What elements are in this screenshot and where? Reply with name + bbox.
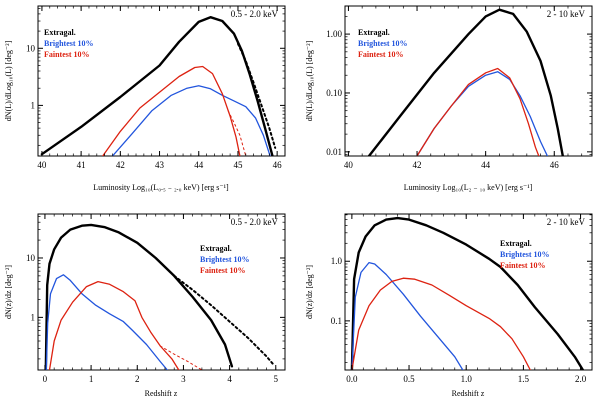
series-extragal-extrapolation: [237, 42, 277, 149]
energy-band-label: 0.5 - 2.0 keV: [231, 217, 279, 227]
legend-extragal: Extragal.: [358, 28, 390, 37]
legend-extragal: Extragal.: [500, 239, 532, 248]
curves: [40, 16, 277, 156]
x-tick-label: 42: [116, 160, 125, 170]
y-tick-label: 0.01: [326, 147, 342, 157]
y-tick-label: 1: [31, 312, 36, 322]
plot-frame: [344, 5, 593, 157]
legend-extragal: Extragal.: [44, 28, 76, 37]
x-tick-label: 40: [37, 160, 47, 170]
series-faintest-10: [351, 277, 531, 370]
y-tick-label: 0.10: [326, 88, 342, 98]
y-axis-label: dN(L)/dLog₁₀(L) [deg⁻²]: [305, 40, 314, 121]
x-tick-label: 0: [43, 374, 48, 384]
curves: [44, 223, 275, 370]
y-axis-label: dN(L)/dLog₁₀(L) [deg⁻²]: [4, 40, 13, 121]
series-extragal: [367, 8, 564, 156]
axis-ticks: 0 1 2 3 4 5 1 10: [26, 214, 286, 384]
x-tick-label: 2: [135, 374, 140, 384]
y-tick-label: 10: [26, 253, 36, 263]
x-tick-label: 46: [273, 160, 283, 170]
legend-brightest: Brightest 10%: [44, 39, 94, 48]
x-tick-label: 42: [413, 160, 422, 170]
legend-faintest: Faintest 10%: [358, 50, 404, 59]
energy-band-label: 2 - 10 keV: [547, 9, 586, 19]
legend-faintest: Faintest 10%: [500, 261, 546, 270]
axis-ticks: 40 42 44 46 0.01 0.10 1.00: [326, 5, 592, 170]
x-tick-label: 1.0: [461, 374, 473, 384]
x-axis-label: Luminosity Log₁₀(L₂ ₋ ₁₀ keV) [erg s⁻¹]: [404, 183, 533, 192]
legend-brightest: Brightest 10%: [200, 255, 250, 264]
y-axis-label: dN(z)/dz [deg⁻²]: [4, 265, 13, 319]
series-faintest-extrapolation: [227, 110, 247, 156]
series-faintest-10: [48, 280, 180, 370]
panel-redshift-hard: 0.0 0.5 1.0 1.5 2.0 0.1 1.0 2 - 10 keV Extraga…: [305, 213, 593, 398]
x-tick-label: 0.0: [346, 374, 358, 384]
legend-brightest: Brightest 10%: [358, 39, 408, 48]
curves: [350, 216, 585, 370]
energy-band-label: 0.5 - 2.0 keV: [231, 9, 279, 19]
legend-faintest: Faintest 10%: [44, 50, 90, 59]
x-tick-label: 40: [344, 160, 354, 170]
series-brightest-10: [351, 261, 464, 370]
series-extragal: [40, 16, 274, 156]
x-tick-label: 43: [155, 160, 165, 170]
y-tick-label: 1.00: [326, 29, 342, 39]
x-tick-label: 1: [89, 374, 94, 384]
y-tick-label: 0.1: [331, 316, 342, 326]
axis-ticks: 40 41 42 43 44 45 46 1 10: [26, 6, 286, 170]
x-tick-label: 4: [227, 374, 232, 384]
plot-frame: [37, 213, 286, 371]
x-tick-label: 41: [77, 160, 86, 170]
x-axis-label: Redshift z: [452, 389, 485, 398]
panel-luminosity-hard: 40 42 44 46 0.01 0.10 1.00 2 - 10 keV Extragal…: [305, 5, 593, 192]
x-axis-label: Luminosity Log₁₀(L₀.₅ ₋ ₂.₀ keV) [erg s⁻…: [93, 183, 229, 192]
legend-brightest: Brightest 10%: [500, 250, 550, 259]
plot-frame: [37, 5, 286, 157]
x-tick-label: 0.5: [403, 374, 415, 384]
series-extragal-extrapolation: [173, 274, 275, 366]
legend-extragal: Extragal.: [200, 244, 232, 253]
x-tick-label: 46: [550, 160, 560, 170]
x-axis-label: Redshift z: [145, 389, 178, 398]
series-brightest-10: [45, 274, 168, 370]
axis-ticks: 0.0 0.5 1.0 1.5 2.0 0.1 1.0: [331, 214, 593, 384]
series-extragal: [44, 223, 234, 370]
x-tick-label: 3: [181, 374, 186, 384]
panel-redshift-soft: 0 1 2 3 4 5 1 10 0.5 - 2.0 keV Extragal. Bright…: [4, 213, 286, 398]
y-tick-label: 1.0: [331, 256, 343, 266]
y-tick-label: 1: [31, 100, 36, 110]
y-axis-label: dN(z)/dz [deg⁻²]: [305, 265, 314, 319]
panel-luminosity-soft: 40 41 42 43 44 45 46 1 10 0.5 - 2.0 keV Extragal…: [4, 5, 286, 192]
x-tick-label: 2.0: [575, 374, 587, 384]
series-faintest-extrapolation: [159, 345, 203, 370]
series-faintest-10: [416, 67, 540, 156]
plot-frame: [344, 213, 593, 371]
curves: [367, 8, 564, 156]
energy-band-label: 2 - 10 keV: [547, 217, 586, 227]
x-tick-label: 5: [274, 374, 279, 384]
series-brightest-10: [416, 71, 549, 156]
x-tick-label: 45: [233, 160, 243, 170]
legend-faintest: Faintest 10%: [200, 266, 246, 275]
series-faintest-10: [102, 65, 241, 156]
series-brightest-10: [111, 85, 271, 156]
x-tick-label: 44: [194, 160, 204, 170]
x-tick-label: 1.5: [518, 374, 530, 384]
x-tick-label: 44: [481, 160, 491, 170]
series-extragal: [350, 216, 585, 370]
y-tick-label: 10: [26, 43, 36, 53]
